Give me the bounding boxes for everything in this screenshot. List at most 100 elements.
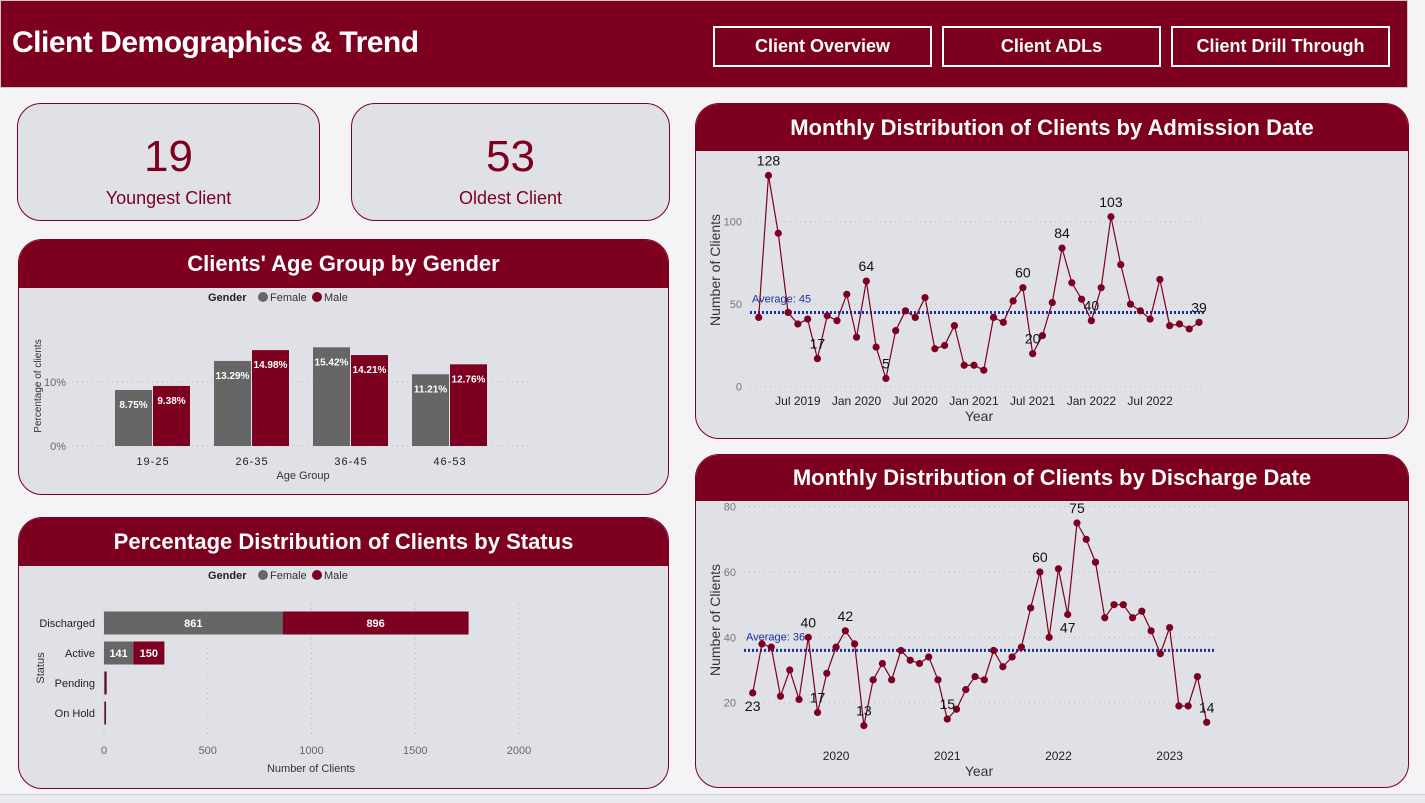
data-point [1146,315,1154,323]
legend-female-marker [258,292,268,302]
data-point [1147,627,1155,635]
age-group-chart: Gender Female Male 0% 10%Percentage of clien… [33,292,528,482]
x-axis-title: Year [965,408,994,424]
data-point [1027,604,1035,612]
oldest-client-card: 53 Oldest Client [351,103,670,221]
x-tick-label: 46-53 [433,456,466,468]
bar-data-label: 11.21% [414,384,447,395]
data-point [925,653,933,661]
nav-client-drill-through-button[interactable]: Client Drill Through [1171,26,1390,67]
series-line [758,175,1200,379]
data-point [813,355,822,363]
data-point [1087,317,1095,325]
bottom-scrollbar[interactable] [0,794,1425,803]
y-tick-label: Discharged [39,618,95,630]
data-point [960,361,968,369]
bar-female [104,611,283,635]
data-point [755,313,763,321]
data-point [1054,565,1063,573]
discharge-chart-title: Monthly Distribution of Clients by Disch… [696,455,1408,501]
data-point [764,171,773,180]
data-point [1101,614,1109,622]
data-point [1175,702,1183,710]
discharge-chart: 20 40 60 80 2020 2021 2022 2023 Year Number of Cl… [707,500,1215,779]
x-tick-label: 2022 [1045,749,1072,763]
data-point [1029,350,1037,358]
y-axis-title: Number of Clients [707,564,723,676]
bar-data-label: 150 [140,648,158,660]
data-point [1136,307,1144,315]
data-point [1097,284,1105,292]
bar-female [115,390,152,446]
data-point [1017,643,1025,651]
y-tick-label: 80 [724,502,736,514]
bar-male [252,350,289,446]
x-tick-label: 2020 [823,749,850,763]
discharge-card: Monthly Distribution of Clients by Disch… [695,454,1409,788]
data-point [872,343,880,351]
nav-client-adls-button[interactable]: Client ADLs [942,26,1161,67]
data-point [1008,653,1016,661]
x-tick-label: 0 [101,745,107,757]
data-point [774,229,782,237]
data-label: 75 [1069,500,1085,516]
x-tick-label: 36-45 [334,456,367,468]
bar-male [133,641,165,665]
legend-male-label: Male [324,570,348,582]
data-label: 47 [1060,619,1076,635]
data-point [999,663,1007,671]
data-label: 23 [745,698,761,714]
age-chart-title: Clients' Age Group by Gender [19,240,668,288]
data-label: 103 [1099,194,1123,210]
legend-male-marker [312,570,322,580]
data-point [1119,601,1127,609]
x-tick-label: Jul 2020 [893,394,939,408]
bar-female [214,360,251,446]
data-label: 5 [882,355,890,371]
data-point [1128,614,1137,622]
y-tick-label: 10% [44,377,66,389]
x-tick-label: 2023 [1156,749,1183,763]
y-axis-title: Number of Clients [707,214,723,326]
data-point [970,361,978,369]
data-point [921,294,929,302]
data-point [943,715,951,723]
data-point [841,627,849,635]
y-tick-label: 0 [736,382,742,394]
data-point [860,721,868,730]
data-point [931,345,939,353]
average-label: Average: 36 [746,631,805,643]
x-tick-label: Jul 2019 [775,394,821,408]
y-tick-label: 0% [50,441,66,453]
data-point [971,672,979,681]
x-axis-title: Year [965,763,994,779]
data-label: 39 [1191,299,1207,315]
data-point [906,656,914,664]
page-title: Client Demographics & Trend [12,26,419,59]
data-point [950,322,958,330]
bar-data-label: 12.76% [452,374,486,385]
x-tick-label: 2021 [934,749,961,763]
legend-female-label: Female [270,292,307,304]
data-point [852,333,861,341]
data-point [1073,519,1081,527]
data-point [1166,322,1174,330]
youngest-client-label: Youngest Client [105,188,232,208]
data-label: 64 [859,258,875,274]
data-point [1045,633,1053,641]
data-point [878,659,887,668]
data-point [1185,325,1193,333]
data-point [1195,318,1203,326]
y-tick-label: 60 [724,567,736,579]
data-point [1138,607,1146,615]
data-point [952,705,961,713]
data-point [804,315,812,323]
data-point [892,327,900,335]
data-point [776,692,785,700]
data-point [1082,535,1090,543]
x-tick-label: 500 [199,745,217,757]
data-point [1117,261,1125,269]
nav-client-overview-button[interactable]: Client Overview [713,26,932,67]
admission-chart-title: Monthly Distribution of Clients by Admis… [696,104,1408,151]
x-axis-title: Number of Clients [267,763,356,775]
